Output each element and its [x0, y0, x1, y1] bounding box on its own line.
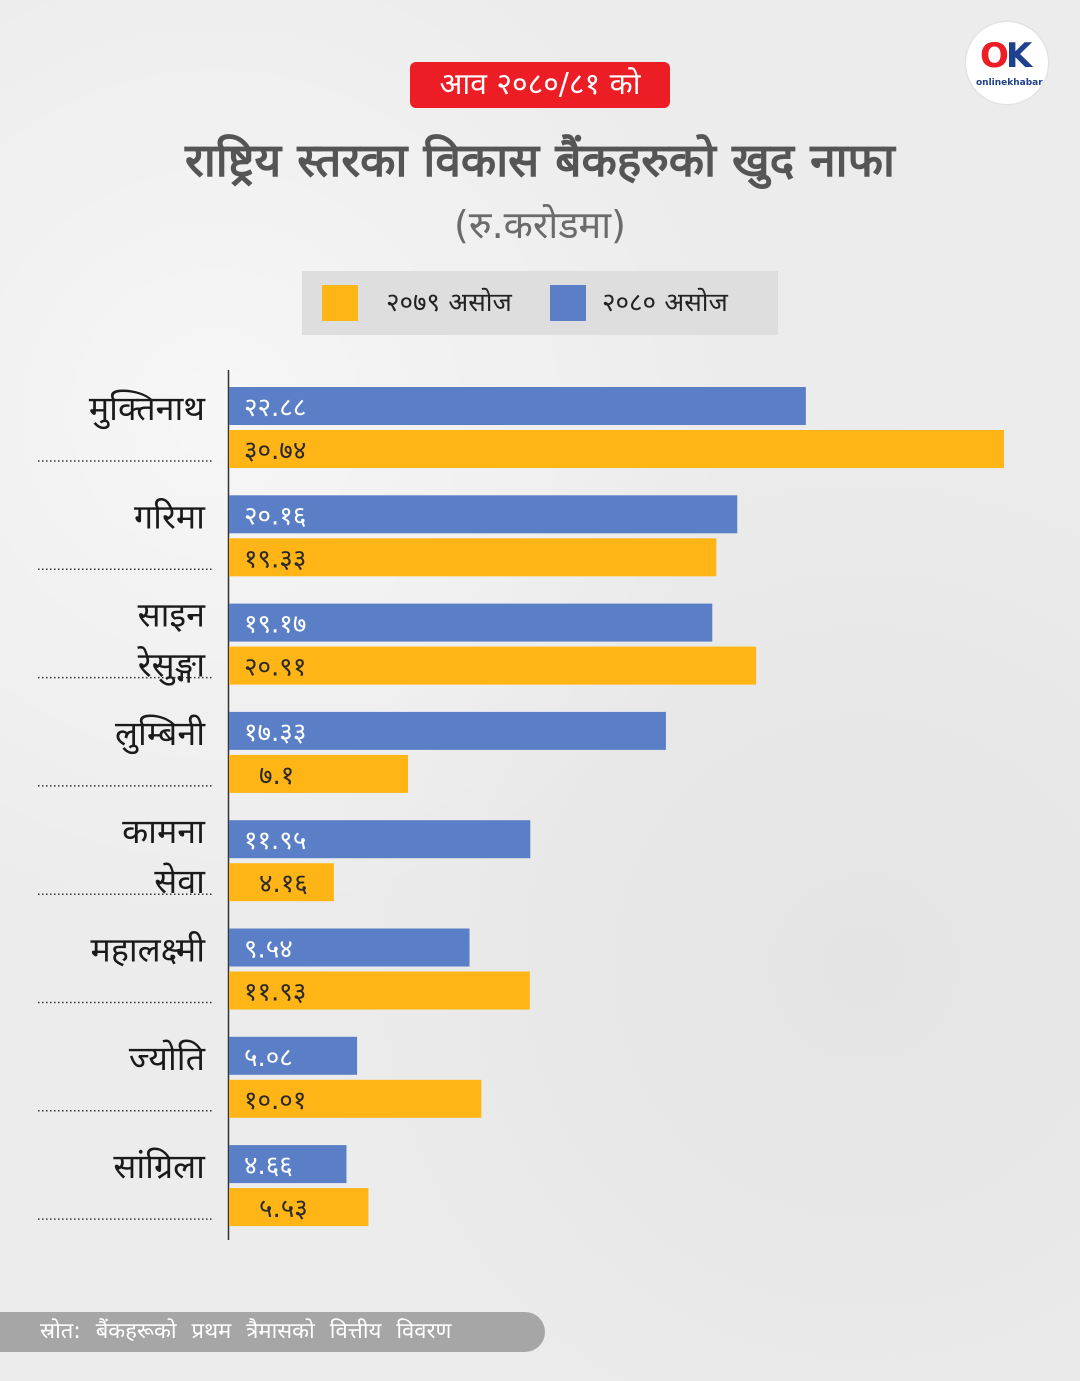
bar: [229, 863, 334, 902]
bar-value-label: ११.९५: [244, 826, 306, 856]
category-label-line: रेसुङ्गा: [136, 646, 206, 687]
bar: [229, 928, 470, 967]
bar: [229, 754, 409, 793]
legend-swatch-2080: [550, 285, 586, 321]
bar-value-label: ९.५४: [244, 935, 293, 965]
category-label: मुक्तिनाथ: [89, 389, 206, 430]
bar-chart: मुक्तिनाथ २२.८८ ३०.७४ गरिमा २०.१६ १९.३३ साइन रे…: [38, 370, 1004, 1240]
bar-value-label: २०.९१: [244, 653, 306, 683]
bar-value-label: ४.६६: [244, 1151, 293, 1181]
bar-value-label: ७.१: [259, 761, 294, 791]
chart-subtitle: (रु.करोडमा): [454, 203, 626, 247]
bar-value-label: १९.१७: [244, 610, 306, 640]
bar-value-label: २२.८८: [244, 393, 306, 423]
bar: [229, 1079, 482, 1118]
bar: [229, 1145, 347, 1184]
category-label-line: मुक्तिनाथ: [89, 389, 206, 430]
source-footer: स्रोत: बैंकहरूको प्रथम त्रैमासको वित्तीय…: [0, 1312, 545, 1352]
fiscal-year-tag: आव २०८०/८१ को: [410, 62, 670, 108]
category-label: लुम्बिनी: [115, 714, 206, 755]
category-label-line: साइन: [138, 596, 206, 636]
category-label: कामना सेवा: [122, 812, 206, 902]
bar-value-label: १९.३३: [244, 544, 306, 574]
category-label-line: गरिमा: [134, 497, 206, 537]
bar-value-label: १०.०१: [244, 1086, 306, 1116]
category-label: महालक्ष्मी: [90, 931, 206, 971]
logo-text: onlinekhabar: [976, 78, 1043, 88]
bar: [229, 495, 738, 534]
category-label-line: महालक्ष्मी: [90, 931, 206, 971]
bar: [229, 387, 806, 425]
logo-mark-k: K: [1005, 36, 1032, 76]
category-label-line: सांग्रिला: [113, 1147, 206, 1187]
bar-value-label: ३०.७४: [244, 436, 306, 466]
chart-title: राष्ट्रिय स्तरका विकास बैंकहरुको खुद नाफ…: [185, 133, 895, 187]
legend-label-2079: २०७९ असोज: [386, 288, 512, 318]
category-label-line: कामना: [122, 812, 206, 852]
bar: [229, 603, 713, 642]
category-label-line: ज्योति: [129, 1039, 206, 1079]
bar-value-label: ५.०८: [244, 1043, 293, 1073]
category-label-line: लुम्बिनी: [115, 714, 206, 755]
bar-value-label: १७.३३: [244, 718, 306, 748]
category-label-line: सेवा: [154, 862, 206, 902]
category-label: गरिमा: [134, 497, 206, 537]
logo-mark-o: O: [980, 36, 1009, 76]
bar: [229, 971, 530, 1010]
bar-value-label: ११.९३: [244, 978, 306, 1008]
bar-value-label: ४.१६: [259, 869, 308, 899]
bar: [229, 646, 757, 685]
category-label: साइन रेसुङ्गा: [136, 596, 206, 687]
bar-value-label: २०.१६: [244, 501, 306, 531]
bar: [229, 1036, 358, 1075]
bar-value-label: ५.५३: [259, 1194, 308, 1224]
legend-swatch-2079: [322, 285, 358, 321]
legend: २०७९ असोज २०८० असोज: [302, 271, 778, 335]
bar: [229, 430, 1004, 468]
onlinekhabar-logo: OK onlinekhabar: [966, 22, 1048, 104]
bar: [229, 820, 531, 859]
category-label: ज्योति: [129, 1039, 206, 1079]
bar: [229, 538, 717, 577]
category-label: सांग्रिला: [113, 1147, 206, 1187]
logo-mark: OK: [980, 36, 1032, 76]
legend-label-2080: २०८० असोज: [602, 288, 728, 318]
bar: [229, 711, 666, 750]
bar: [229, 1188, 369, 1227]
